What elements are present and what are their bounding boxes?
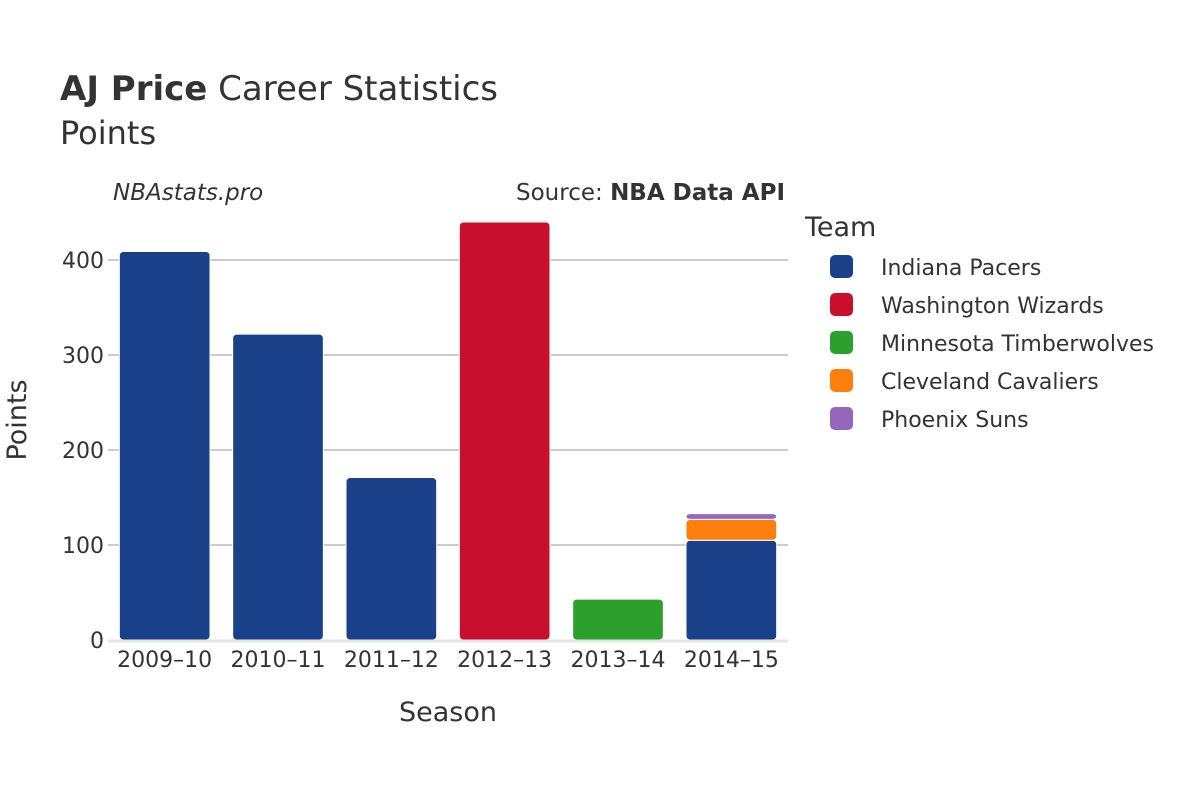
- chart-title-suffix: Career Statistics: [218, 69, 498, 109]
- y-tick-label: 400: [62, 249, 104, 274]
- grid-lines: [108, 259, 788, 546]
- x-axis-label: Season: [399, 697, 497, 728]
- legend-swatch: [830, 369, 853, 392]
- bar-2014–15-indiana-pacers: [685, 539, 778, 641]
- bar-2012–13-washington-wizards: [458, 221, 551, 641]
- x-tick-label: 2012–13: [457, 648, 552, 673]
- source-label: Source: NBA Data API: [516, 180, 785, 206]
- y-axis-ticks: 0 100 200 300 400: [62, 249, 104, 654]
- y-axis-label: Points: [2, 379, 33, 460]
- legend-item-label: Phoenix Suns: [881, 408, 1029, 433]
- y-tick-label: 200: [62, 439, 104, 464]
- bar-2010–11-indiana-pacers: [232, 333, 324, 641]
- x-axis-ticks: 2009–10 2010–11 2011–12 2012–13 2013–14 2014–…: [117, 648, 779, 673]
- legend-item-label: Cleveland Cavaliers: [881, 370, 1099, 395]
- legend-swatch: [830, 331, 853, 354]
- chart-title: AJ Price Career Statistics: [60, 69, 498, 109]
- legend-item-label: Indiana Pacers: [881, 256, 1041, 281]
- chart-subtitle: Points: [60, 114, 156, 152]
- watermark: NBAstats.pro: [113, 180, 263, 206]
- y-tick-label: 100: [62, 534, 104, 559]
- legend: Indiana Pacers Washington Wizards Minnesot…: [830, 255, 1154, 433]
- x-tick-label: 2013–14: [571, 648, 666, 673]
- x-tick-label: 2010–11: [231, 648, 326, 673]
- bar-2013–14-minnesota-timberwolves: [572, 598, 664, 641]
- chart-title-player: AJ Price: [60, 69, 207, 109]
- source-name: NBA Data API: [610, 180, 785, 206]
- bar-2011–12-indiana-pacers: [345, 477, 438, 641]
- legend-item-label: Minnesota Timberwolves: [881, 332, 1154, 357]
- bar-2009–10-indiana-pacers: [118, 250, 211, 641]
- source-prefix: Source:: [516, 180, 610, 206]
- bar-2014–15-cleveland-cavaliers: [685, 518, 778, 541]
- legend-title: Team: [804, 212, 876, 243]
- x-tick-label: 2014–15: [684, 648, 779, 673]
- y-tick-label: 0: [90, 629, 104, 654]
- bar-series: [118, 221, 778, 641]
- x-tick-label: 2009–10: [117, 648, 212, 673]
- legend-swatch: [830, 293, 853, 316]
- legend-swatch: [830, 407, 853, 430]
- legend-swatch: [830, 255, 853, 278]
- y-tick-label: 300: [62, 344, 104, 369]
- legend-item-label: Washington Wizards: [881, 294, 1104, 319]
- x-tick-label: 2011–12: [344, 648, 439, 673]
- bar-2014–15-phoenix-suns: [685, 513, 778, 520]
